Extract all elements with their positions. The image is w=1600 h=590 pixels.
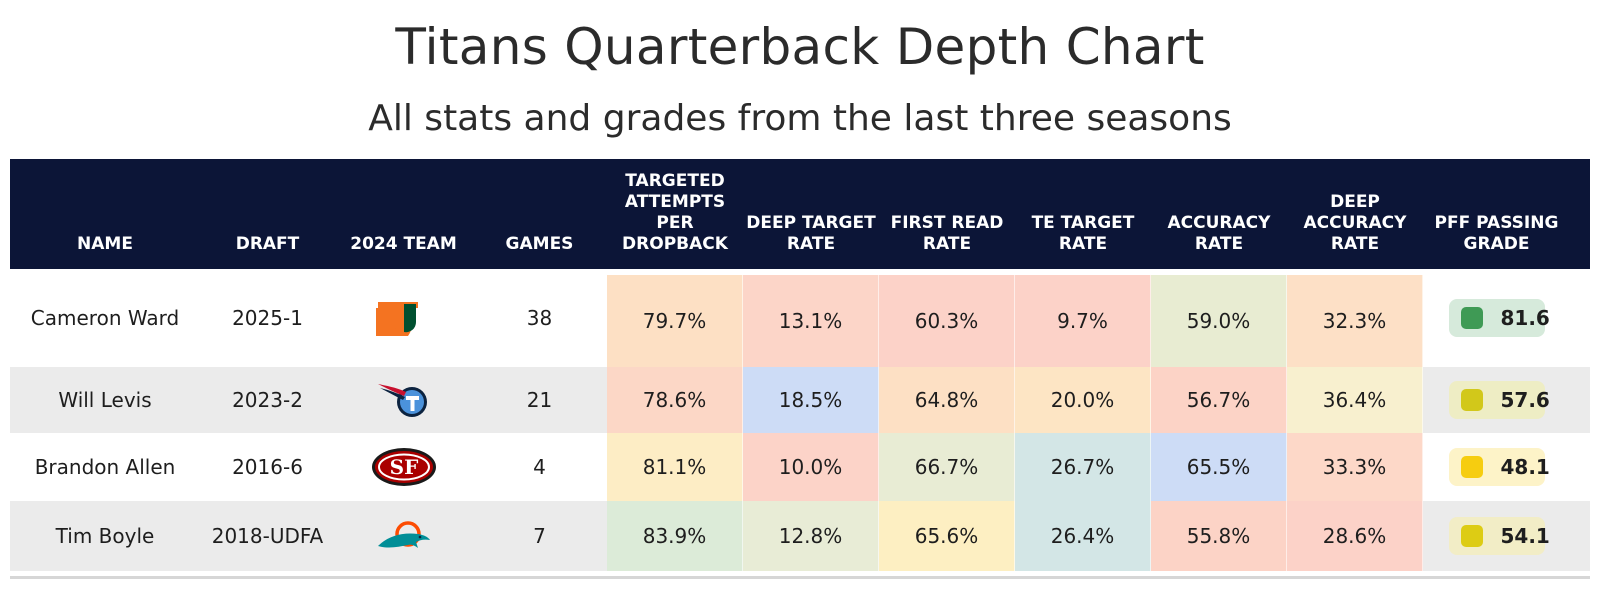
player-name: Will Levis [58, 388, 152, 412]
grade-value: 81.6 [1500, 306, 1550, 330]
metric-cell: 66.7% [879, 433, 1015, 501]
metric-cell: 56.7% [1151, 367, 1287, 433]
metric-cell: 60.3% [879, 275, 1015, 367]
metric-cell: 28.6% [1287, 501, 1423, 571]
column-header: FIRST READ RATE [890, 213, 1004, 254]
team-cell [335, 367, 472, 433]
grade-color-swatch [1460, 525, 1483, 547]
metric-cell: 26.4% [1015, 501, 1151, 571]
draft-cell: 2016-6 [232, 455, 303, 479]
metric-cell: 65.6% [879, 501, 1015, 571]
games-cell: 7 [533, 524, 546, 548]
column-header: TE TARGET RATE [1031, 213, 1135, 254]
metric-cell: 33.3% [1287, 433, 1423, 501]
column-header: GAMES [505, 234, 574, 254]
table-header: NAME DRAFT 2024 TEAM GAMES TARGETED ATTEMPTS… [10, 159, 1590, 269]
chart-subtitle: All stats and grades from the last three… [368, 98, 1232, 139]
metric-cell: 81.1% [607, 433, 743, 501]
team-cell [335, 501, 472, 571]
grade-badge: 81.6 [1448, 299, 1550, 337]
table-body: Cameron Ward 2025-1 38 79.7% 13.1% 60.3% 9.7% 5… [10, 269, 1590, 571]
column-header: DRAFT [235, 234, 300, 254]
grade-badge: 57.6 [1448, 381, 1550, 419]
games-cell: 21 [526, 388, 553, 412]
grade-color-swatch [1460, 456, 1483, 478]
metric-cell: 13.1% [743, 275, 879, 367]
chart-title: Titans Quarterback Depth Chart [395, 18, 1205, 76]
table-row: Cameron Ward 2025-1 38 79.7% 13.1% 60.3% 9.7% 5… [10, 269, 1590, 367]
draft-cell: 2018-UDFA [211, 524, 324, 548]
table-row: Brandon Allen 2016-6 SF 4 81.1% 10.0% 66.7% 26.… [10, 433, 1590, 501]
grade-cell: 54.1 [1423, 501, 1570, 571]
table-row: Tim Boyle 2018-UDFA 7 83.9% 12.8% 65.6% 26.4% 5… [10, 501, 1590, 571]
table-row: Will Levis 2023-2 21 78.6% 18.5% 64.8% 20.0% 56… [10, 367, 1590, 433]
san-francisco-49ers-logo-icon: SF [371, 447, 437, 487]
grade-badge: 54.1 [1448, 517, 1550, 555]
draft-cell: 2023-2 [232, 388, 303, 412]
metric-cell: 9.7% [1015, 275, 1151, 367]
grade-value: 54.1 [1500, 524, 1550, 548]
metric-cell: 64.8% [879, 367, 1015, 433]
metric-cell: 10.0% [743, 433, 879, 501]
grade-cell: 48.1 [1423, 433, 1570, 501]
grade-color-swatch [1460, 307, 1483, 329]
games-cell: 4 [533, 455, 546, 479]
team-cell [335, 269, 472, 367]
draft-cell: 2025-1 [232, 306, 303, 330]
metric-cell: 79.7% [607, 275, 743, 367]
metric-cell: 78.6% [607, 367, 743, 433]
metric-cell: 65.5% [1151, 433, 1287, 501]
metric-cell: 32.3% [1287, 275, 1423, 367]
player-name: Brandon Allen [34, 455, 176, 479]
grade-cell: 81.6 [1423, 269, 1570, 367]
metric-cell: 20.0% [1015, 367, 1151, 433]
grade-badge: 48.1 [1448, 448, 1550, 486]
metric-cell: 18.5% [743, 367, 879, 433]
tennessee-titans-logo-icon [376, 380, 432, 420]
svg-text:SF: SF [389, 455, 418, 479]
column-header: DEEP ACCURACY RATE [1303, 192, 1407, 254]
column-header: NAME [77, 234, 133, 254]
metric-cell: 36.4% [1287, 367, 1423, 433]
column-header: PFF PASSING GRADE [1434, 213, 1559, 254]
column-header: 2024 TEAM [350, 234, 457, 254]
grade-color-swatch [1460, 389, 1483, 411]
metric-cell: 12.8% [743, 501, 879, 571]
player-name: Tim Boyle [55, 524, 155, 548]
miami-hurricanes-logo-icon [375, 300, 432, 336]
metric-cell: 83.9% [607, 501, 743, 571]
column-header: ACCURACY RATE [1167, 213, 1271, 254]
miami-dolphins-logo-icon [374, 516, 434, 556]
metric-cell: 26.7% [1015, 433, 1151, 501]
column-header: DEEP TARGET RATE [746, 213, 876, 254]
team-cell: SF [335, 433, 472, 501]
grade-cell: 57.6 [1423, 367, 1570, 433]
player-name: Cameron Ward [30, 306, 180, 330]
metric-cell: 55.8% [1151, 501, 1287, 571]
grade-value: 57.6 [1500, 388, 1550, 412]
depth-chart-table: NAME DRAFT 2024 TEAM GAMES TARGETED ATTEMPTS… [10, 159, 1590, 571]
games-cell: 38 [526, 306, 553, 330]
column-header: TARGETED ATTEMPTS PER DROPBACK [622, 171, 728, 254]
metric-cell: 59.0% [1151, 275, 1287, 367]
grade-value: 48.1 [1500, 455, 1550, 479]
table-bottom-divider [10, 576, 1590, 579]
